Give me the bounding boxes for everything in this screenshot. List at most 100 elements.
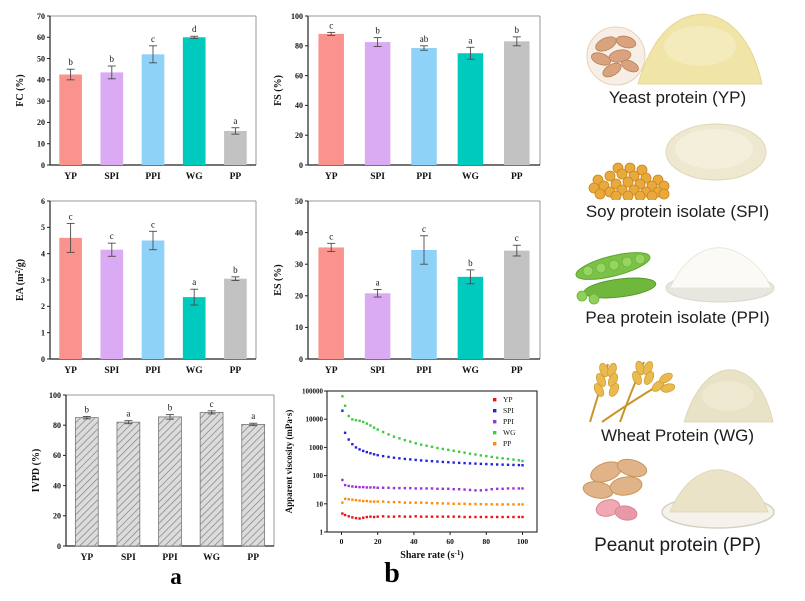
- sig-letter: c: [422, 224, 426, 234]
- bar-PP: [224, 278, 247, 359]
- x-category-label: PP: [511, 172, 523, 182]
- x-category-label: YP: [64, 172, 77, 182]
- y-axis-title: EA (m2/g): [14, 259, 26, 301]
- y-tick-label: 60: [37, 33, 45, 42]
- fc-plot: 0 10 20 30 40 50 60 70 b YP b SPI c PPI d WG a PP FC (%): [15, 12, 257, 182]
- error-bar-WG: [207, 410, 216, 415]
- sig-letter: c: [151, 219, 155, 229]
- protein-card-soy: Soy protein isolate (SPI): [550, 118, 805, 222]
- error-bar-PPI: [166, 414, 174, 420]
- error-bar-PP: [512, 244, 521, 257]
- y-tick-label: 60: [53, 451, 61, 460]
- y-tick-label: 100: [49, 391, 61, 400]
- es-plot: 0 10 20 30 40 50 c YP a SPI c PPI b WG c PP ES (%): [273, 197, 541, 376]
- sig-letter: c: [110, 231, 114, 241]
- error-bar-PP: [231, 276, 240, 281]
- protein-card-peanut: Peanut protein (PP): [550, 450, 805, 556]
- x-category-label: SPI: [104, 172, 119, 182]
- bar-YP: [318, 247, 344, 359]
- sig-letter: c: [151, 34, 155, 44]
- ea-bar-chart: 0 1 2 3 4 5 6 c YP c SPI c PPI a WG b PP EA (m2/g): [14, 189, 264, 379]
- bar-YP: [318, 33, 344, 165]
- error-bar-WG: [466, 46, 475, 60]
- protein-caption: Pea protein isolate (PPI): [585, 308, 770, 327]
- legend-label: YP: [503, 395, 513, 404]
- y-tick-label: 40: [295, 228, 303, 237]
- y-tick-label: 20: [37, 118, 45, 127]
- x-category-label: YP: [325, 366, 338, 376]
- protein-caption: Soy protein isolate (SPI): [585, 202, 770, 221]
- y-tick-label: 100: [291, 12, 303, 21]
- protein-card-wheat: Wheat Protein (WG): [550, 352, 805, 446]
- legend-label: WG: [503, 428, 516, 437]
- y-tick-label: 70: [37, 12, 45, 21]
- y-tick-label: 20: [295, 131, 303, 140]
- sig-letter: c: [329, 20, 333, 30]
- bar-PPI: [141, 54, 165, 165]
- legend-label: SPI: [503, 406, 514, 415]
- y-tick-label: 20: [53, 512, 61, 521]
- sig-letter: c: [515, 233, 519, 243]
- legend-label: PPI: [503, 417, 514, 426]
- sig-letter: b: [85, 404, 90, 414]
- y-tick-label: 1: [41, 328, 45, 337]
- error-bar-PP: [231, 127, 240, 135]
- x-category-label: WG: [203, 553, 221, 563]
- series-PPI: [341, 478, 524, 492]
- y-tick-label: 0: [57, 542, 61, 551]
- error-bar-YP: [327, 31, 336, 36]
- x-category-label: PPI: [416, 366, 432, 376]
- bar-PP: [241, 424, 266, 547]
- y-tick-label: 100: [313, 472, 324, 480]
- bar-SPI: [100, 72, 124, 165]
- bar-PP: [504, 41, 530, 165]
- legend-label: PP: [503, 439, 511, 448]
- sig-letter: b: [110, 54, 115, 64]
- wheat-protein-image: [588, 360, 773, 423]
- x-category-label: SPI: [370, 366, 385, 376]
- ea-plot: 0 1 2 3 4 5 6 c YP c SPI c PPI a WG b PP EA (m2/g): [14, 197, 257, 376]
- x-axis-title: Share rate (s-1): [400, 549, 463, 561]
- y-tick-label: 10: [37, 140, 45, 149]
- y-tick-label: 50: [295, 197, 303, 206]
- error-bar-PP: [512, 36, 521, 47]
- y-tick-label: 6: [41, 197, 45, 206]
- bar-WG: [182, 297, 206, 359]
- protein-card-pea: Pea protein isolate (PPI): [550, 238, 805, 328]
- peanut-protein-image: [582, 458, 775, 529]
- sig-letter: a: [126, 409, 130, 419]
- x-category-label: PP: [247, 553, 259, 563]
- fs-plot: 0 20 40 60 80 100 c YP b SPI ab PPI a WG b PP FS (%): [273, 12, 541, 182]
- bar-PPI: [141, 240, 165, 359]
- x-category-label: WG: [186, 172, 204, 182]
- yeast-protein-image: [586, 13, 762, 86]
- bar-WG: [457, 276, 484, 359]
- sig-letter: a: [468, 35, 472, 45]
- bar-PP: [224, 130, 247, 165]
- protein-caption: Peanut protein (PP): [594, 535, 761, 556]
- x-category-label: PP: [230, 172, 242, 182]
- y-tick-label: 60: [295, 71, 303, 80]
- sig-letter: c: [210, 399, 214, 409]
- sig-letter: b: [468, 258, 473, 268]
- sig-letter: c: [69, 211, 73, 221]
- sig-letter: a: [233, 116, 237, 126]
- x-tick-label: 60: [446, 537, 454, 546]
- x-category-label: SPI: [370, 172, 385, 182]
- x-tick-label: 40: [410, 537, 418, 546]
- error-bar-WG: [190, 288, 199, 306]
- error-bar-PPI: [420, 235, 428, 265]
- error-bar-YP: [82, 415, 91, 420]
- x-tick-label: 80: [483, 537, 491, 546]
- bar-SPI: [116, 421, 141, 547]
- y-tick-label: 30: [295, 260, 303, 269]
- panel-label-a: a: [170, 564, 182, 589]
- y-axis-title: FS (%): [273, 75, 284, 106]
- y-tick-label: 10000: [306, 416, 324, 424]
- error-bar-YP: [66, 222, 75, 253]
- y-tick-label: 30: [37, 97, 45, 106]
- y-tick-label: 3: [41, 276, 45, 285]
- error-bar-SPI: [124, 420, 133, 425]
- x-category-label: PP: [511, 366, 523, 376]
